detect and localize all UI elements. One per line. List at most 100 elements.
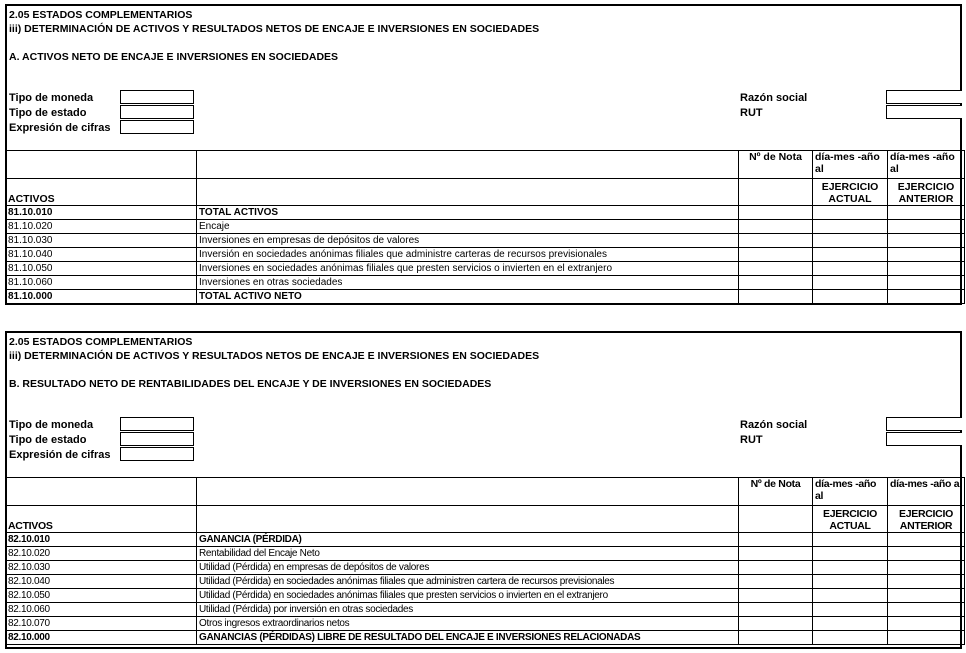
anterior-value-cell[interactable] bbox=[887, 247, 965, 262]
table-row: 82.10.000 GANANCIAS (PÉRDIDAS) LIBRE DE R… bbox=[5, 630, 965, 645]
field-input[interactable] bbox=[120, 447, 194, 461]
table-row: 81.10.050 Inversiones en sociedades anóni… bbox=[5, 261, 965, 276]
activos-header: ACTIVOS bbox=[5, 178, 197, 206]
actual-value-cell[interactable] bbox=[812, 532, 888, 547]
section-subtitle: B. RESULTADO NETO DE RENTABILIDADES DEL … bbox=[9, 378, 492, 390]
field-label: Tipo de moneda bbox=[9, 419, 94, 431]
nota-cell[interactable] bbox=[738, 546, 813, 561]
nota-cell[interactable] bbox=[738, 219, 813, 234]
nota-cell[interactable] bbox=[738, 630, 813, 645]
empty bbox=[5, 150, 197, 179]
header-row: Nº de Nota día-mes -año al día-mes -año al bbox=[5, 477, 965, 506]
actual-value-cell[interactable] bbox=[812, 616, 888, 631]
field-label: RUT bbox=[740, 434, 763, 446]
empty bbox=[5, 477, 197, 506]
row-description: TOTAL ACTIVO NETO bbox=[196, 289, 739, 304]
anterior-value-cell[interactable] bbox=[887, 289, 965, 304]
table-row: 81.10.040 Inversión en sociedades anónima… bbox=[5, 247, 965, 262]
nota-cell[interactable] bbox=[738, 560, 813, 575]
nota-header: Nº de Nota bbox=[738, 150, 813, 179]
date-actual-header: día-mes -año al bbox=[812, 150, 888, 179]
row-code: 82.10.050 bbox=[5, 588, 197, 603]
row-code: 81.10.040 bbox=[5, 247, 197, 262]
section-a: 2.05 ESTADOS COMPLEMENTARIOS iii) DETERMI… bbox=[5, 4, 965, 305]
empty bbox=[196, 505, 739, 533]
nota-cell[interactable] bbox=[738, 205, 813, 220]
actual-value-cell[interactable] bbox=[812, 233, 888, 248]
anterior-value-cell[interactable] bbox=[887, 275, 965, 290]
anterior-value-cell[interactable] bbox=[887, 261, 965, 276]
field-label: Tipo de estado bbox=[9, 107, 87, 119]
empty bbox=[738, 505, 813, 533]
header-row: ACTIVOS EJERCICIO ACTUAL EJERCICIO ANTERIO… bbox=[5, 505, 965, 533]
actual-value-cell[interactable] bbox=[812, 602, 888, 617]
anterior-value-cell[interactable] bbox=[887, 630, 965, 645]
table-row: 82.10.050 Utilidad (Pérdida) en sociedade… bbox=[5, 588, 965, 603]
actual-value-cell[interactable] bbox=[812, 247, 888, 262]
actual-value-cell[interactable] bbox=[812, 289, 888, 304]
anterior-value-cell[interactable] bbox=[887, 574, 965, 589]
row-description: Inversiones en otras sociedades bbox=[196, 275, 739, 290]
anterior-value-cell[interactable] bbox=[887, 546, 965, 561]
actual-value-cell[interactable] bbox=[812, 574, 888, 589]
section-subtitle: A. ACTIVOS NETO DE ENCAJE E INVERSIONES … bbox=[9, 51, 339, 63]
row-description: Utilidad (Pérdida) por inversión en otra… bbox=[196, 602, 739, 617]
field-input[interactable] bbox=[886, 432, 962, 446]
actual-value-cell[interactable] bbox=[812, 546, 888, 561]
nota-cell[interactable] bbox=[738, 275, 813, 290]
field-label: RUT bbox=[740, 107, 763, 119]
section-line1: 2.05 ESTADOS COMPLEMENTARIOS bbox=[9, 336, 193, 348]
actual-value-cell[interactable] bbox=[812, 560, 888, 575]
actual-value-cell[interactable] bbox=[812, 588, 888, 603]
data-table: Nº de Nota día-mes -año al día-mes -año al… bbox=[5, 477, 965, 645]
field-input[interactable] bbox=[120, 120, 194, 134]
nota-cell[interactable] bbox=[738, 574, 813, 589]
date-anterior-header: día-mes -año al bbox=[887, 150, 965, 179]
nota-cell[interactable] bbox=[738, 261, 813, 276]
nota-cell[interactable] bbox=[738, 233, 813, 248]
date-actual-header: día-mes -año al bbox=[812, 477, 888, 506]
anterior-value-cell[interactable] bbox=[887, 233, 965, 248]
anterior-value-cell[interactable] bbox=[887, 616, 965, 631]
row-code: 82.10.000 bbox=[5, 630, 197, 645]
anterior-value-cell[interactable] bbox=[887, 219, 965, 234]
anterior-value-cell[interactable] bbox=[887, 532, 965, 547]
field-input[interactable] bbox=[886, 90, 962, 104]
table-row: 81.10.030 Inversiones en empresas de depó… bbox=[5, 233, 965, 248]
empty bbox=[196, 178, 739, 206]
table-row: 82.10.010 GANANCIA (PÉRDIDA) bbox=[5, 532, 965, 547]
actual-value-cell[interactable] bbox=[812, 261, 888, 276]
row-description: Utilidad (Pérdida) en sociedades anónima… bbox=[196, 588, 739, 603]
anterior-value-cell[interactable] bbox=[887, 602, 965, 617]
field-input[interactable] bbox=[120, 90, 194, 104]
row-description: Otros ingresos extraordinarios netos bbox=[196, 616, 739, 631]
row-code: 81.10.050 bbox=[5, 261, 197, 276]
table-row: 82.10.040 Utilidad (Pérdida) en sociedade… bbox=[5, 574, 965, 589]
section-line2: iii) DETERMINACIÓN DE ACTIVOS Y RESULTAD… bbox=[9, 23, 540, 35]
anterior-value-cell[interactable] bbox=[887, 588, 965, 603]
field-input[interactable] bbox=[886, 105, 962, 119]
nota-cell[interactable] bbox=[738, 247, 813, 262]
actual-value-cell[interactable] bbox=[812, 205, 888, 220]
empty bbox=[196, 150, 739, 179]
empty bbox=[196, 477, 739, 506]
row-code: 82.10.030 bbox=[5, 560, 197, 575]
anterior-value-cell[interactable] bbox=[887, 205, 965, 220]
field-input[interactable] bbox=[120, 417, 194, 431]
nota-cell[interactable] bbox=[738, 616, 813, 631]
ejercicio-actual-header: EJERCICIO ACTUAL bbox=[812, 505, 888, 533]
table-row: 82.10.030 Utilidad (Pérdida) en empresas … bbox=[5, 560, 965, 575]
field-input[interactable] bbox=[120, 105, 194, 119]
nota-cell[interactable] bbox=[738, 532, 813, 547]
row-code: 82.10.060 bbox=[5, 602, 197, 617]
nota-cell[interactable] bbox=[738, 602, 813, 617]
field-input[interactable] bbox=[886, 417, 962, 431]
actual-value-cell[interactable] bbox=[812, 275, 888, 290]
nota-cell[interactable] bbox=[738, 289, 813, 304]
actual-value-cell[interactable] bbox=[812, 219, 888, 234]
field-label: Expresión de cifras bbox=[9, 122, 111, 134]
field-input[interactable] bbox=[120, 432, 194, 446]
nota-cell[interactable] bbox=[738, 588, 813, 603]
actual-value-cell[interactable] bbox=[812, 630, 888, 645]
anterior-value-cell[interactable] bbox=[887, 560, 965, 575]
